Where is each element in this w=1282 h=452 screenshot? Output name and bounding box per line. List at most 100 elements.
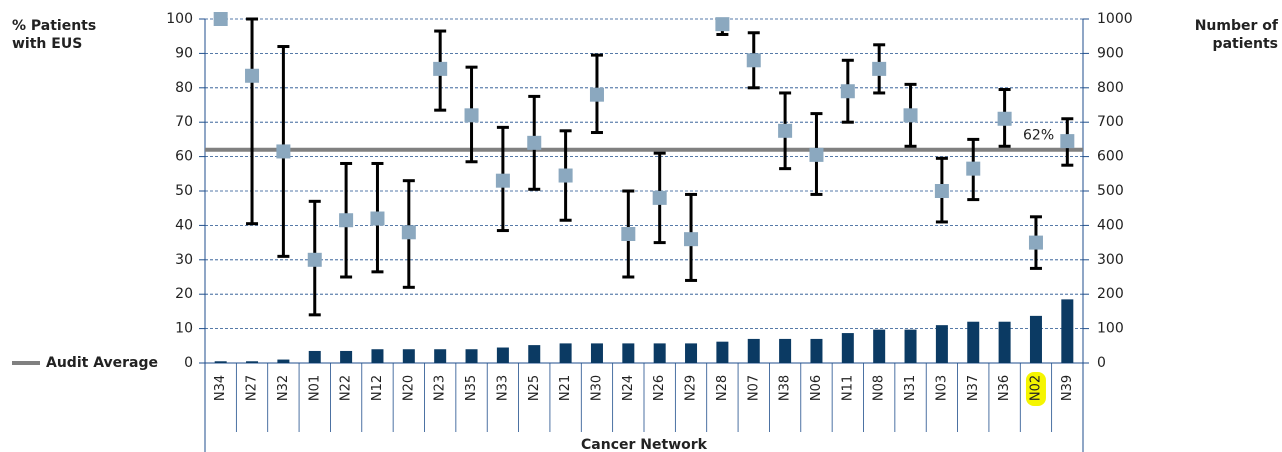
- x-tick-label: N21: [558, 375, 573, 401]
- point: [464, 108, 479, 123]
- y2-tick-label: 1000: [1097, 11, 1133, 27]
- point: [401, 225, 416, 240]
- bar: [277, 359, 290, 363]
- point: [652, 190, 667, 205]
- bar: [308, 350, 321, 363]
- bar: [935, 325, 948, 363]
- y2-tick-label: 800: [1097, 80, 1124, 96]
- bar: [528, 345, 541, 363]
- x-tick-label: N31: [903, 375, 918, 401]
- y-tick-label: 40: [175, 217, 193, 233]
- point: [684, 232, 699, 247]
- bar: [371, 349, 384, 363]
- point: [809, 147, 824, 162]
- x-tick-label: N20: [401, 375, 416, 401]
- x-tick-label: N37: [966, 375, 981, 401]
- bar: [590, 343, 603, 363]
- point: [872, 61, 887, 76]
- y-axis-label: % Patients: [12, 18, 96, 34]
- x-tick-label: N08: [872, 375, 887, 401]
- y-tick-label: 90: [175, 45, 193, 61]
- x-tick-label: N01: [307, 375, 322, 401]
- bar: [434, 349, 447, 363]
- x-tick-label: N12: [370, 375, 385, 401]
- point: [558, 168, 573, 183]
- point: [903, 108, 918, 123]
- bar: [998, 321, 1011, 363]
- y2-tick-label: 400: [1097, 217, 1124, 233]
- point: [840, 84, 855, 99]
- bar: [402, 349, 415, 363]
- x-tick-label: N30: [589, 375, 604, 401]
- x-tick-label: N33: [495, 375, 510, 401]
- point: [433, 61, 448, 76]
- point: [715, 17, 730, 32]
- x-tick-label: N28: [715, 375, 730, 401]
- point: [527, 135, 542, 150]
- point: [339, 213, 354, 228]
- x-tick-label: N22: [339, 375, 354, 401]
- y2-tick-label: 700: [1097, 114, 1124, 130]
- bar: [1029, 315, 1042, 363]
- bar: [873, 329, 886, 363]
- y-tick-label: 20: [175, 286, 193, 302]
- y2-tick-label: 0: [1097, 355, 1106, 371]
- bar: [214, 361, 227, 363]
- point: [245, 68, 260, 83]
- x-tick-label: N25: [527, 375, 542, 401]
- bar: [904, 329, 917, 363]
- point: [1060, 134, 1075, 149]
- point: [589, 87, 604, 102]
- bar: [246, 361, 259, 363]
- x-tick-label: N32: [276, 375, 291, 401]
- x-tick-label: N29: [684, 375, 699, 401]
- legend-label: Audit Average: [46, 355, 158, 371]
- y-tick-label: 60: [175, 149, 193, 165]
- point: [621, 227, 636, 241]
- bar: [653, 343, 666, 363]
- bar: [841, 333, 854, 363]
- y2-axis-label: Number of: [1195, 18, 1279, 34]
- x-tick-label: N26: [652, 375, 667, 401]
- bar: [685, 343, 698, 363]
- x-tick-label: N03: [934, 375, 949, 401]
- x-tick-label: N11: [840, 375, 855, 401]
- bar: [465, 349, 478, 363]
- point: [966, 161, 981, 176]
- point: [276, 144, 291, 159]
- x-tick-label: N07: [746, 375, 761, 401]
- x-tick-label: N06: [809, 375, 824, 401]
- y2-tick-label: 200: [1097, 286, 1124, 302]
- y-tick-label: 80: [175, 80, 193, 96]
- x-tick-label: N24: [621, 375, 636, 401]
- y2-axis-label: patients: [1213, 36, 1278, 52]
- point: [495, 173, 510, 188]
- bar: [496, 347, 509, 363]
- error-bar: [246, 17, 259, 226]
- y2-tick-label: 500: [1097, 183, 1124, 199]
- point: [307, 252, 322, 267]
- bar: [1061, 299, 1074, 363]
- y-tick-label: 50: [175, 183, 193, 199]
- bar: [340, 350, 353, 363]
- y2-tick-label: 900: [1097, 45, 1124, 61]
- bar: [716, 341, 729, 363]
- point: [213, 12, 228, 26]
- bar: [559, 343, 572, 363]
- y2-tick-label: 100: [1097, 321, 1124, 337]
- y-axis-label: with EUS: [12, 36, 82, 52]
- y2-tick-label: 300: [1097, 252, 1124, 268]
- y-tick-label: 10: [175, 321, 193, 337]
- x-tick-label: N02: [1028, 375, 1043, 401]
- y-tick-label: 100: [166, 11, 193, 27]
- bar: [747, 338, 760, 363]
- y2-tick-label: 600: [1097, 149, 1124, 165]
- y-tick-label: 0: [184, 355, 193, 371]
- average-label: 62%: [1023, 128, 1054, 144]
- point: [746, 53, 761, 68]
- bar: [779, 338, 792, 363]
- y-tick-label: 30: [175, 252, 193, 268]
- x-tick-label: N38: [778, 375, 793, 401]
- point: [370, 211, 385, 226]
